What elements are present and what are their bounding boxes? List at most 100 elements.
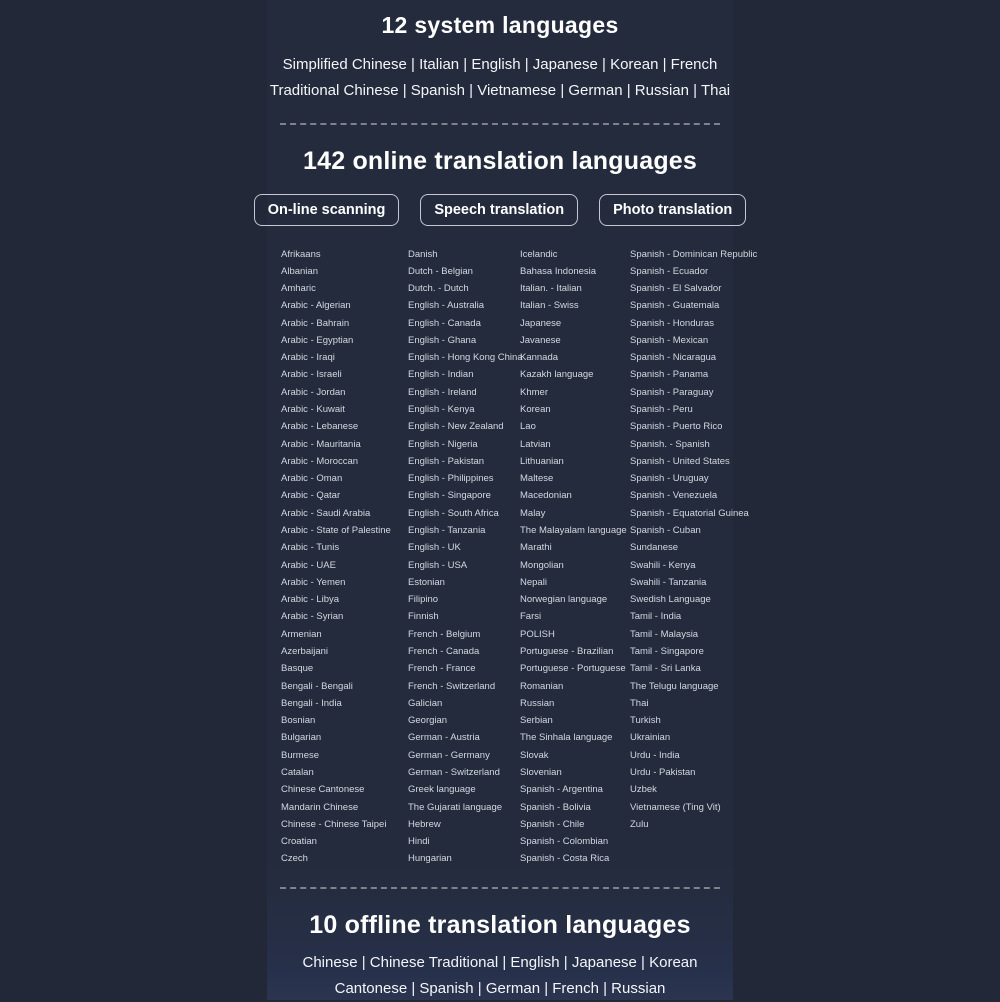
language-item: Spanish - Honduras xyxy=(630,317,714,329)
language-item: English - UK xyxy=(408,542,461,554)
language-item: Spanish - Paraguay xyxy=(630,386,714,398)
language-item: English - Australia xyxy=(408,300,485,312)
language-item: Arabic - Iraqi xyxy=(281,352,335,364)
online-scanning-button[interactable]: On-line scanning xyxy=(253,194,400,226)
language-item: Azerbaijani xyxy=(281,645,328,657)
language-item: Russian xyxy=(520,697,555,709)
language-item: Chinese - Chinese Taipei xyxy=(281,818,387,830)
language-item: Spanish - Panama xyxy=(630,369,709,381)
language-item: Spanish - United States xyxy=(630,455,730,467)
offline-languages-list: Chinese | Chinese Traditional | English … xyxy=(267,950,733,1002)
divider-bottom xyxy=(280,886,720,889)
photo-translation-button[interactable]: Photo translation xyxy=(599,194,747,226)
language-item: Greek language xyxy=(408,784,476,796)
language-item: Malay xyxy=(520,507,546,519)
language-item: Farsi xyxy=(520,611,542,623)
language-item: French - Switzerland xyxy=(408,680,496,692)
language-item: Estonian xyxy=(408,576,445,588)
system-languages-line-2: Traditional Chinese | Spanish | Vietname… xyxy=(269,82,731,99)
language-item: POLISH xyxy=(520,628,555,640)
language-item: Hebrew xyxy=(408,818,441,830)
language-item: Lithuanian xyxy=(520,455,564,467)
online-language-grid: Afrikaans Albanian Amharic Arabic - Algeria… xyxy=(281,246,757,868)
language-item: Arabic - Qatar xyxy=(281,490,341,502)
language-item: French - Belgium xyxy=(408,628,481,640)
language-item: Uzbek xyxy=(630,784,657,796)
language-item: Tamil - India xyxy=(630,611,682,623)
language-item: Amharic xyxy=(281,283,316,295)
feature-buttons-row: On-line scanning Speech translation Phot… xyxy=(253,194,747,226)
language-item: English - Philippines xyxy=(408,473,494,485)
language-item: Arabic - Israeli xyxy=(281,369,342,381)
language-item: Spanish - Uruguay xyxy=(630,473,709,485)
language-item: Spanish - Nicaragua xyxy=(630,352,717,364)
language-item: English - Ghana xyxy=(408,334,477,346)
language-item: The Telugu language xyxy=(630,680,719,692)
language-item: Macedonian xyxy=(520,490,572,502)
language-column-2: Danish Dutch - Belgian Dutch. - Dutch Engli… xyxy=(408,246,523,868)
language-item: Icelandic xyxy=(520,248,558,260)
system-languages-line-1: Simplified Chinese | Italian | English |… xyxy=(282,56,718,73)
language-item: Turkish xyxy=(630,715,661,727)
language-column-1: Afrikaans Albanian Amharic Arabic - Algeria… xyxy=(281,246,408,868)
language-item: Khmer xyxy=(520,386,548,398)
language-item: Serbian xyxy=(520,715,553,727)
language-item: Dutch - Belgian xyxy=(408,265,473,277)
system-languages-list: Simplified Chinese | Italian | English |… xyxy=(267,52,733,104)
language-item: English - New Zealand xyxy=(408,421,504,433)
language-item: Ukrainian xyxy=(630,732,671,744)
offline-languages-line-1: Chinese | Chinese Traditional | English … xyxy=(302,953,698,971)
language-item: German - Germany xyxy=(408,749,490,761)
language-item: Spanish - Peru xyxy=(630,404,693,416)
language-item: Spanish - Puerto Rico xyxy=(630,421,723,433)
language-item: Spanish - Costa Rica xyxy=(520,853,610,865)
language-item: Spanish - Dominican Republic xyxy=(630,248,758,260)
language-item: Arabic - Oman xyxy=(281,473,343,485)
language-item: Georgian xyxy=(408,715,448,727)
language-item: Nepali xyxy=(520,576,547,588)
language-item: Finnish xyxy=(408,611,439,623)
language-item: Japanese xyxy=(520,317,562,329)
language-item: Spanish - Ecuador xyxy=(630,265,709,277)
language-item: Danish xyxy=(408,248,438,260)
language-item: Thai xyxy=(630,697,649,709)
language-item: Arabic - Tunis xyxy=(281,542,340,554)
language-item: English - Nigeria xyxy=(408,438,478,450)
language-item: English - South Africa xyxy=(408,507,499,519)
language-item: Maltese xyxy=(520,473,554,485)
language-item: Portuguese - Portuguese xyxy=(520,663,626,675)
language-item: Zulu xyxy=(630,818,649,830)
language-column-3: Icelandic Bahasa Indonesia Italian. - Ital… xyxy=(520,246,630,868)
language-item: Swedish Language xyxy=(630,594,711,606)
language-item: Armenian xyxy=(281,628,322,640)
language-item: Arabic - Lebanese xyxy=(281,421,359,433)
language-item: Spanish - Equatorial Guinea xyxy=(630,507,749,519)
language-item: Spanish - Bolivia xyxy=(520,801,591,813)
language-item: Dutch. - Dutch xyxy=(408,283,469,295)
language-item: Chinese Cantonese xyxy=(281,784,365,796)
language-item: Hungarian xyxy=(408,853,452,865)
language-item: Swahili - Tanzania xyxy=(630,576,707,588)
language-item: Afrikaans xyxy=(281,248,321,260)
language-item: Vietnamese (Ting Vit) xyxy=(630,801,721,813)
language-item: German - Austria xyxy=(408,732,480,744)
offline-languages-line-2: Cantonese | Spanish | German | French | … xyxy=(334,979,666,997)
language-item: Marathi xyxy=(520,542,552,554)
language-item: Italian. - Italian xyxy=(520,283,582,295)
language-item: Norwegian language xyxy=(520,594,608,606)
language-item: Arabic - Kuwait xyxy=(281,404,345,416)
language-item: The Malayalam language xyxy=(520,525,627,536)
system-languages-title: 12 system languages xyxy=(381,12,619,38)
language-item: The Sinhala language xyxy=(520,732,613,744)
language-item: French - France xyxy=(408,663,476,675)
online-languages-title: 142 online translation languages xyxy=(303,147,697,175)
offline-languages-title: 10 offline translation languages xyxy=(309,910,691,939)
language-item: Spanish. - Spanish xyxy=(630,438,710,450)
language-item: Arabic - Saudi Arabia xyxy=(281,507,371,519)
language-item: Urdu - India xyxy=(630,749,680,761)
language-item: Catalan xyxy=(281,766,314,778)
language-item: Arabic - Yemen xyxy=(281,576,346,588)
language-item: Arabic - UAE xyxy=(281,559,336,571)
speech-translation-button[interactable]: Speech translation xyxy=(420,194,579,226)
language-item: English - USA xyxy=(408,559,468,571)
